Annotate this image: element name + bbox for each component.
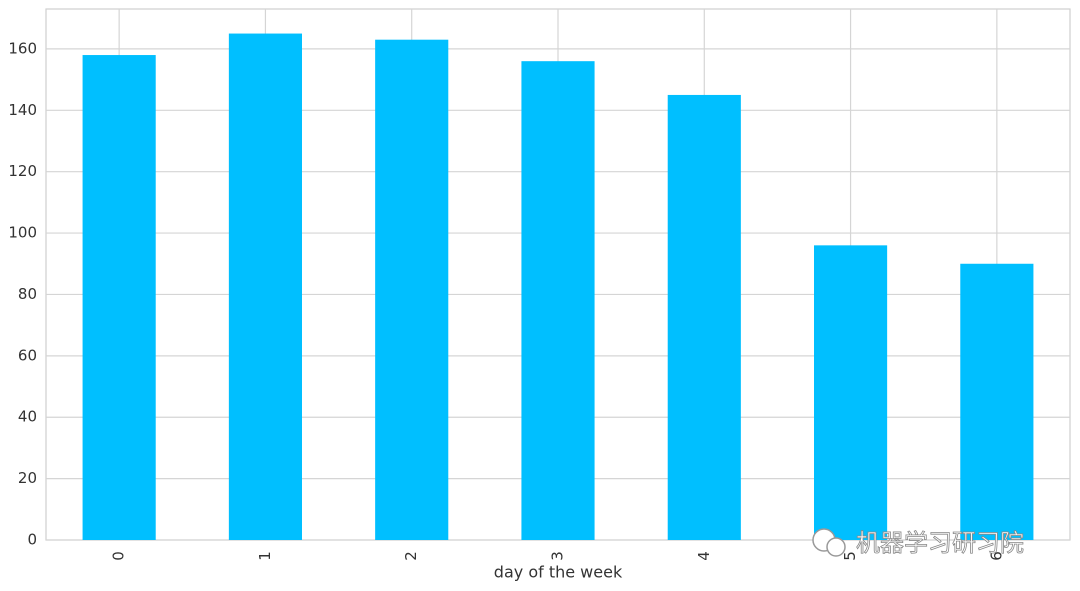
y-tick-label: 40: [18, 408, 37, 426]
bar: [228, 33, 302, 541]
y-tick-label: 60: [18, 346, 37, 364]
x-tick-label: 1: [256, 551, 274, 561]
bar: [814, 245, 888, 540]
watermark-group: 机器学习研习院: [812, 528, 1024, 557]
y-tick-label: 160: [8, 39, 37, 57]
y-tick-label: 140: [8, 101, 37, 119]
x-tick-label: 0: [110, 551, 128, 561]
watermark: 机器学习研习院: [856, 529, 1024, 557]
bar: [521, 61, 595, 540]
watermark-icon: [826, 537, 846, 557]
x-tick-label: 4: [695, 551, 713, 561]
y-tick-label: 100: [8, 224, 37, 242]
x-tick-label: 6: [987, 551, 1005, 561]
y-tick-label: 80: [18, 285, 37, 303]
bar: [960, 263, 1034, 540]
x-tick-label: 3: [549, 551, 567, 561]
y-tick-label: 20: [18, 469, 37, 487]
bar: [375, 39, 449, 541]
x-axis-label: day of the week: [494, 563, 623, 582]
x-tick-label: 5: [841, 551, 859, 561]
bar: [82, 55, 156, 540]
x-tick-label: 2: [402, 551, 420, 561]
y-tick-label: 0: [27, 531, 37, 549]
y-tick-label: 120: [8, 162, 37, 180]
bar: [667, 94, 741, 540]
